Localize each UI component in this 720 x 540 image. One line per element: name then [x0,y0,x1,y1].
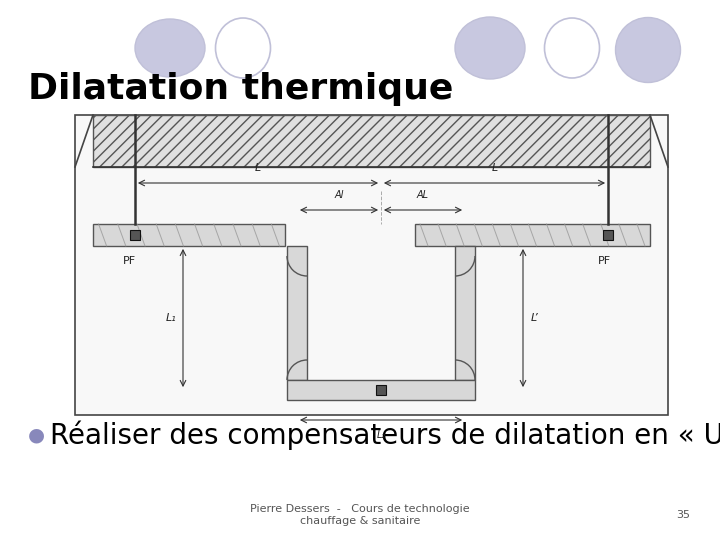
Bar [287,380,475,400]
Text: L’: L’ [531,313,539,323]
Text: Dilatation thermique: Dilatation thermique [28,72,454,106]
Text: ●: ● [28,426,45,444]
Text: PF: PF [598,256,611,266]
Text: AL: AL [417,190,429,200]
Text: Al: Al [334,190,343,200]
Bar [603,230,613,240]
Ellipse shape [616,17,680,83]
Text: L: L [491,163,498,173]
Ellipse shape [455,17,525,79]
Bar [75,115,668,415]
Text: L₂: L₂ [377,430,386,440]
Text: L: L [255,163,261,173]
Bar [455,246,475,380]
Text: 35: 35 [676,510,690,520]
Text: L₁: L₁ [166,313,176,323]
Bar [376,385,386,395]
Bar [93,224,285,246]
Ellipse shape [135,19,205,77]
Bar [93,115,650,167]
Text: Pierre Dessers  -   Cours de technologie
chauffage & sanitaire: Pierre Dessers - Cours de technologie ch… [250,504,470,526]
Bar [287,246,307,380]
Bar [415,224,650,246]
Text: PF: PF [123,256,136,266]
Bar [130,230,140,240]
Text: Réaliser des compensateurs de dilatation en « U ».: Réaliser des compensateurs de dilatation… [50,420,720,450]
